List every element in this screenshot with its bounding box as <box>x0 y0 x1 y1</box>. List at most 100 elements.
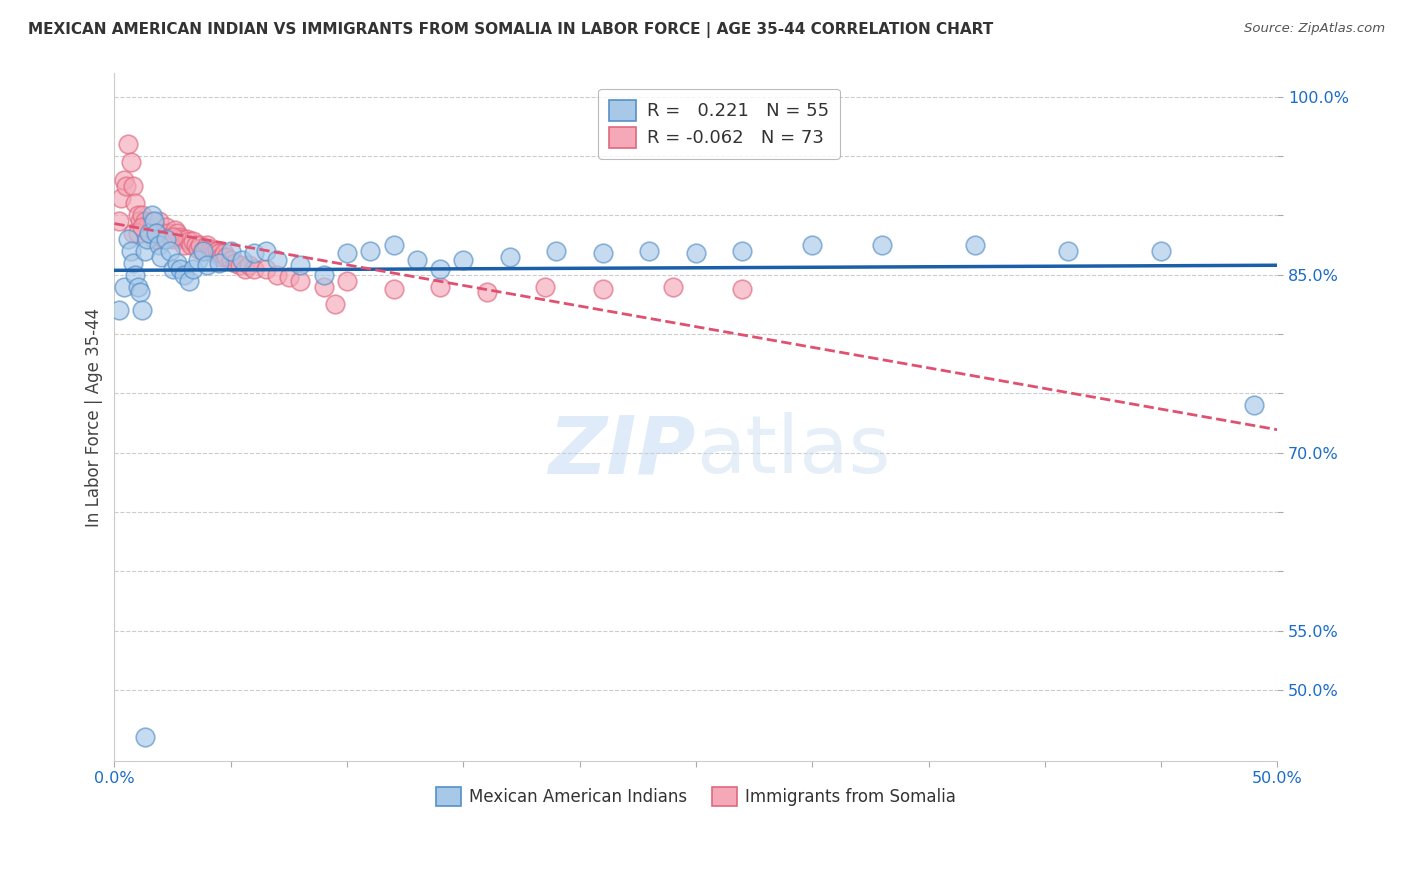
Point <box>208 256 231 270</box>
Y-axis label: In Labor Force | Age 35-44: In Labor Force | Age 35-44 <box>86 308 103 526</box>
Legend: Mexican American Indians, Immigrants from Somalia: Mexican American Indians, Immigrants fro… <box>427 779 965 814</box>
Text: ZIP: ZIP <box>548 412 696 491</box>
Point <box>145 226 167 240</box>
Point <box>110 190 132 204</box>
Point <box>122 226 145 240</box>
Point <box>233 261 256 276</box>
Point <box>205 244 228 258</box>
Point <box>120 244 142 258</box>
Point <box>112 279 135 293</box>
Point <box>145 226 167 240</box>
Point <box>148 238 170 252</box>
Point <box>163 222 186 236</box>
Point <box>212 246 235 260</box>
Point <box>238 258 260 272</box>
Point <box>190 238 212 252</box>
Point <box>870 238 893 252</box>
Point <box>405 253 427 268</box>
Point <box>152 232 174 246</box>
Point <box>219 253 242 268</box>
Point <box>499 250 522 264</box>
Point <box>187 253 209 268</box>
Point <box>115 178 138 193</box>
Point <box>173 268 195 282</box>
Point <box>155 232 177 246</box>
Point <box>546 244 568 258</box>
Point <box>208 246 231 260</box>
Point <box>134 244 156 258</box>
Point <box>191 244 214 258</box>
Point <box>149 226 172 240</box>
Point <box>131 303 153 318</box>
Point <box>219 244 242 258</box>
Point <box>191 244 214 258</box>
Point <box>142 232 165 246</box>
Point <box>166 226 188 240</box>
Point <box>177 274 200 288</box>
Point <box>1057 244 1080 258</box>
Point <box>124 196 146 211</box>
Point <box>382 238 405 252</box>
Point <box>122 178 145 193</box>
Point <box>142 214 165 228</box>
Point <box>1150 244 1173 258</box>
Point <box>155 220 177 235</box>
Text: MEXICAN AMERICAN INDIAN VS IMMIGRANTS FROM SOMALIA IN LABOR FORCE | AGE 35-44 CO: MEXICAN AMERICAN INDIAN VS IMMIGRANTS FR… <box>28 22 994 38</box>
Point <box>129 285 152 300</box>
Point <box>122 256 145 270</box>
Point <box>592 282 614 296</box>
Point <box>162 229 184 244</box>
Point <box>661 279 683 293</box>
Point <box>685 246 707 260</box>
Point <box>266 268 288 282</box>
Point <box>429 261 451 276</box>
Point <box>731 282 754 296</box>
Point <box>162 261 184 276</box>
Text: Source: ZipAtlas.com: Source: ZipAtlas.com <box>1244 22 1385 36</box>
Point <box>141 208 163 222</box>
Point <box>312 279 335 293</box>
Point <box>215 250 238 264</box>
Point <box>254 244 277 258</box>
Point <box>117 137 139 152</box>
Point <box>131 220 153 235</box>
Point <box>231 253 253 268</box>
Point <box>254 261 277 276</box>
Point <box>136 220 159 235</box>
Point <box>453 253 475 268</box>
Point <box>290 274 312 288</box>
Point <box>382 282 405 296</box>
Point <box>197 258 219 272</box>
Point <box>138 226 160 240</box>
Point <box>134 214 156 228</box>
Point <box>108 214 131 228</box>
Point <box>127 226 149 240</box>
Point <box>266 253 288 268</box>
Point <box>173 238 195 252</box>
Point <box>336 246 359 260</box>
Point <box>108 303 131 318</box>
Point <box>801 238 824 252</box>
Point <box>336 274 359 288</box>
Point <box>177 235 200 249</box>
Point <box>592 246 614 260</box>
Point <box>325 297 347 311</box>
Point <box>180 238 202 252</box>
Point <box>198 242 221 256</box>
Point <box>156 226 179 240</box>
Point <box>117 232 139 246</box>
Point <box>127 208 149 222</box>
Point <box>184 238 207 252</box>
Point <box>243 246 266 260</box>
Point <box>209 250 232 264</box>
Point <box>638 244 661 258</box>
Point <box>229 258 252 272</box>
Point <box>166 256 188 270</box>
Point <box>176 232 198 246</box>
Point <box>187 242 209 256</box>
Point <box>124 268 146 282</box>
Point <box>201 244 224 258</box>
Point <box>312 268 335 282</box>
Point <box>149 250 172 264</box>
Point <box>475 285 498 300</box>
